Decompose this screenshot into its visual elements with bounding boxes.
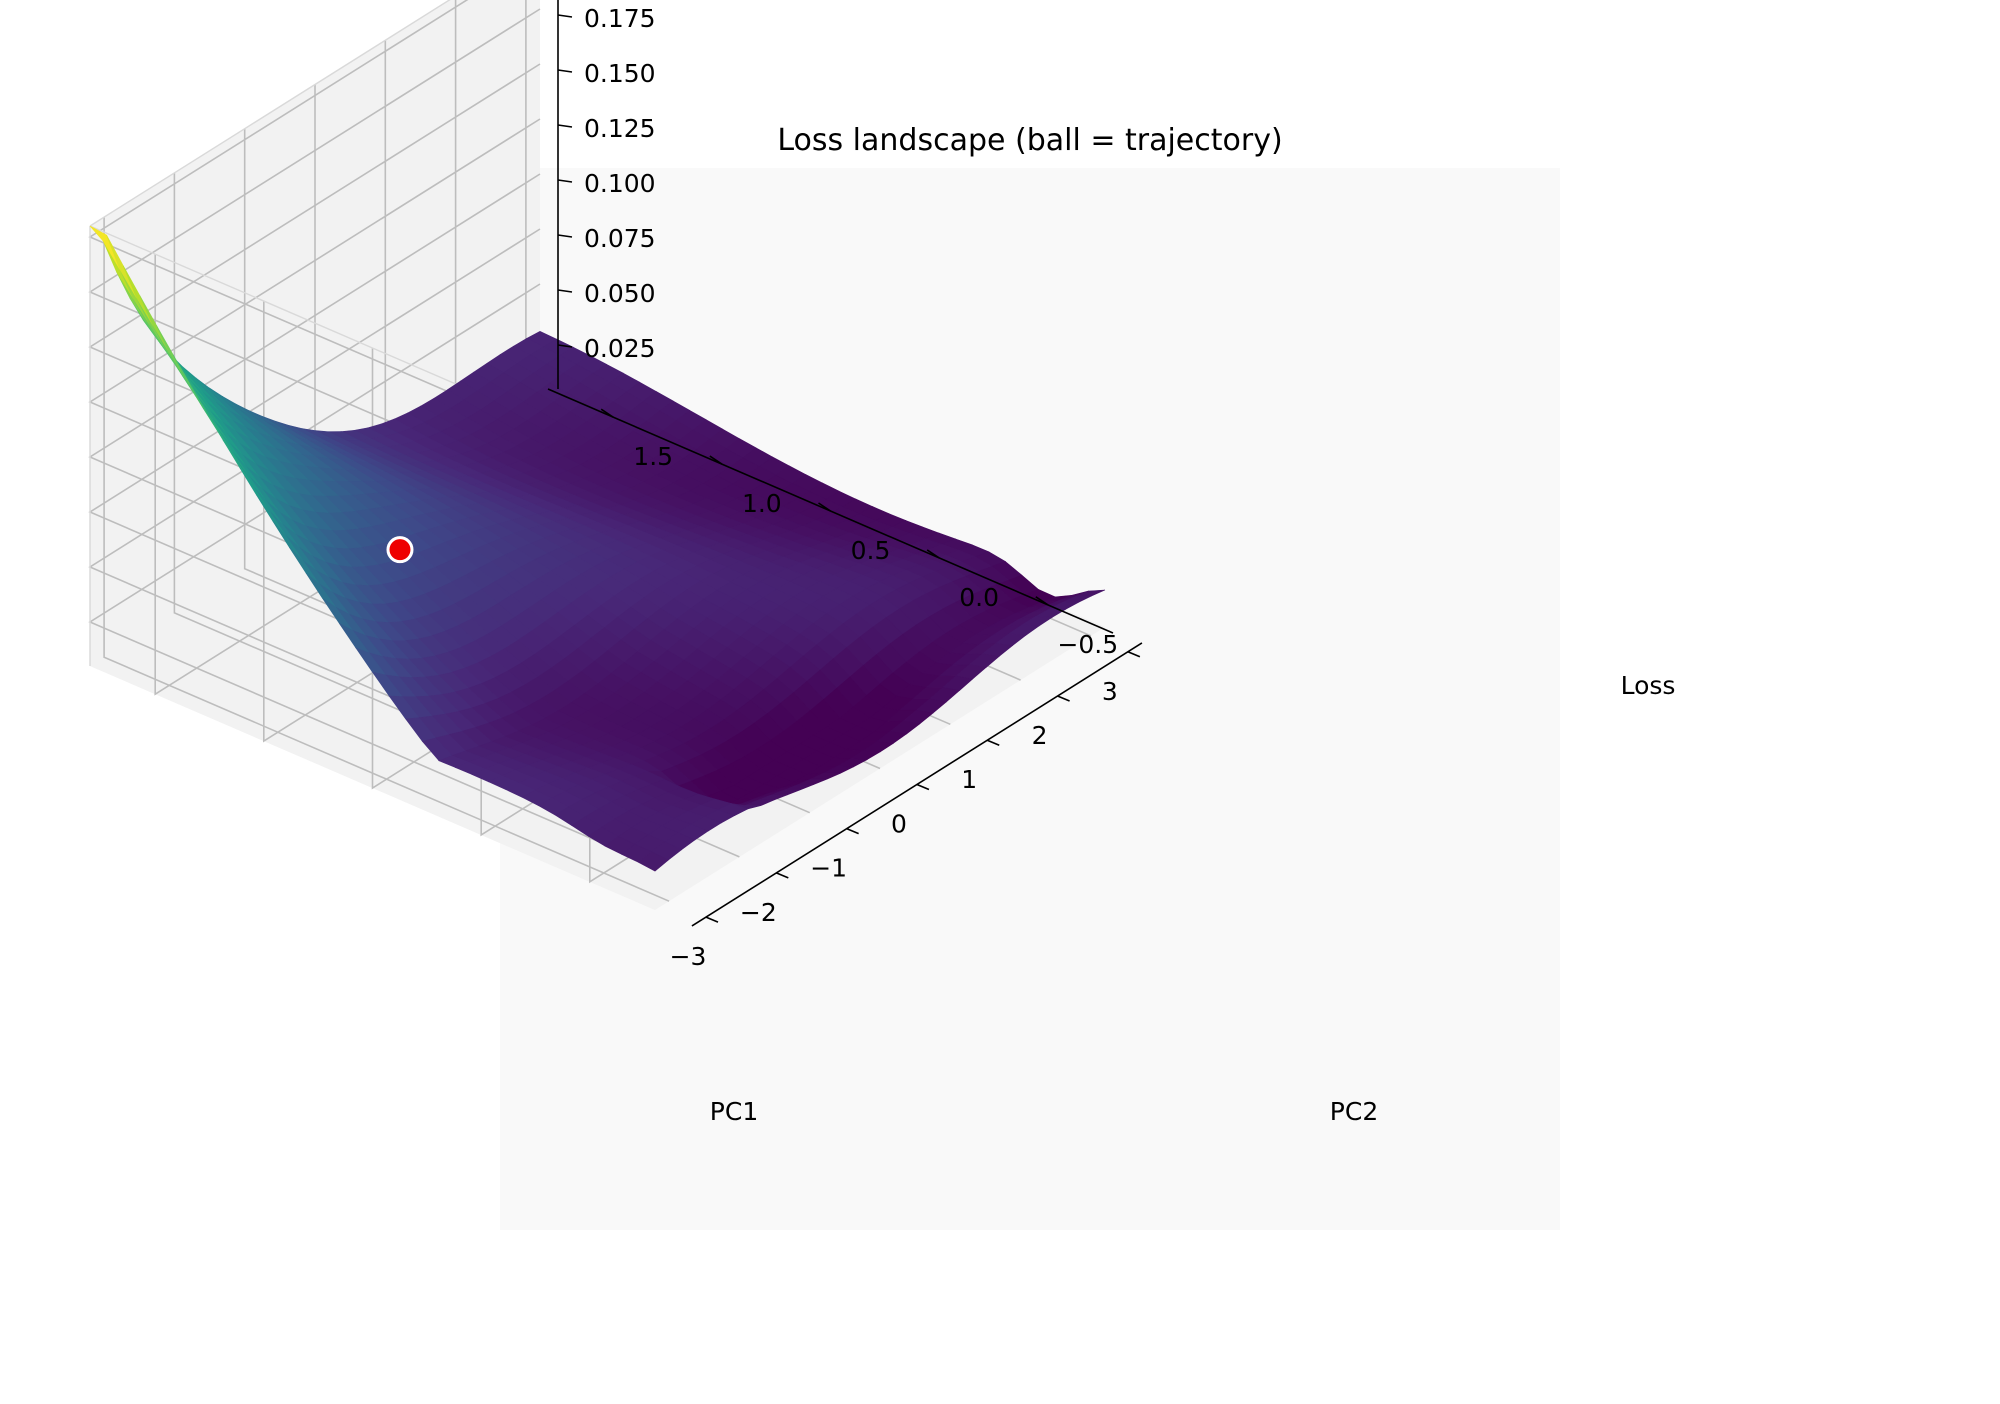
x-tick-label: −2	[740, 898, 777, 927]
z-tick-mark	[557, 14, 573, 18]
x-tick-label: −3	[670, 942, 707, 971]
z-tick-label: 0.100	[584, 169, 656, 198]
z-tick-label: 0.050	[584, 279, 656, 308]
x-tick-label: 3	[1102, 677, 1118, 706]
z-tick-mark	[557, 234, 573, 238]
z-tick-mark	[557, 124, 573, 128]
y-tick-mark	[600, 408, 614, 418]
z-tick-label: 0.150	[584, 59, 656, 88]
y-tick-mark	[926, 549, 940, 559]
z-tick-mark	[557, 344, 573, 348]
y-tick-label: −0.5	[1057, 630, 1118, 659]
pane-edge	[89, 0, 451, 227]
loss-surface	[89, 225, 1106, 872]
x-tick-mark	[1057, 695, 1070, 702]
trajectory-ball	[386, 536, 414, 564]
tick-marks: −3 −2 −1 0 1 2 3 −0.5 0.0 0.5 1.0 1.5 0.025 0.050 0.07…	[557, 4, 1141, 971]
x-axis-line	[691, 642, 1143, 927]
x-axis-label: PC1	[710, 1097, 758, 1126]
x-tick-mark	[705, 916, 719, 923]
z-axis-label: Loss	[1621, 671, 1676, 700]
x-tick-mark	[1127, 651, 1141, 658]
y-tick-label: 1.5	[633, 442, 673, 471]
y-tick-label: 0.5	[851, 536, 891, 565]
z-tick-mark	[557, 289, 573, 293]
surface-patch	[637, 851, 669, 872]
z-tick-label: 0.175	[584, 4, 656, 33]
x-tick-mark	[776, 872, 789, 879]
x-tick-label: −1	[810, 854, 847, 883]
x-tick-label: 2	[1032, 721, 1048, 750]
y-tick-label: 0.0	[959, 583, 999, 612]
x-tick-label: 0	[891, 809, 907, 838]
y-tick-label: 1.0	[742, 489, 782, 518]
z-tick-label: 0.075	[584, 224, 656, 253]
x-tick-mark	[916, 783, 930, 791]
z-tick-label: 0.025	[584, 334, 656, 363]
y-tick-mark	[709, 455, 723, 465]
x-tick-mark	[846, 827, 859, 835]
z-tick-mark	[557, 179, 573, 183]
z-tick-label: 0.125	[584, 114, 656, 143]
y-tick-mark	[818, 502, 831, 512]
y-axis-label: PC2	[1330, 1097, 1378, 1126]
chart-title: Loss landscape (ball = trajectory)	[777, 123, 1282, 158]
y-tick-mark	[1035, 596, 1049, 606]
x-tick-label: 1	[961, 765, 977, 794]
x-tick-mark	[986, 739, 1000, 746]
trajectory-ball-marker	[386, 536, 414, 564]
z-tick-mark	[557, 69, 573, 73]
